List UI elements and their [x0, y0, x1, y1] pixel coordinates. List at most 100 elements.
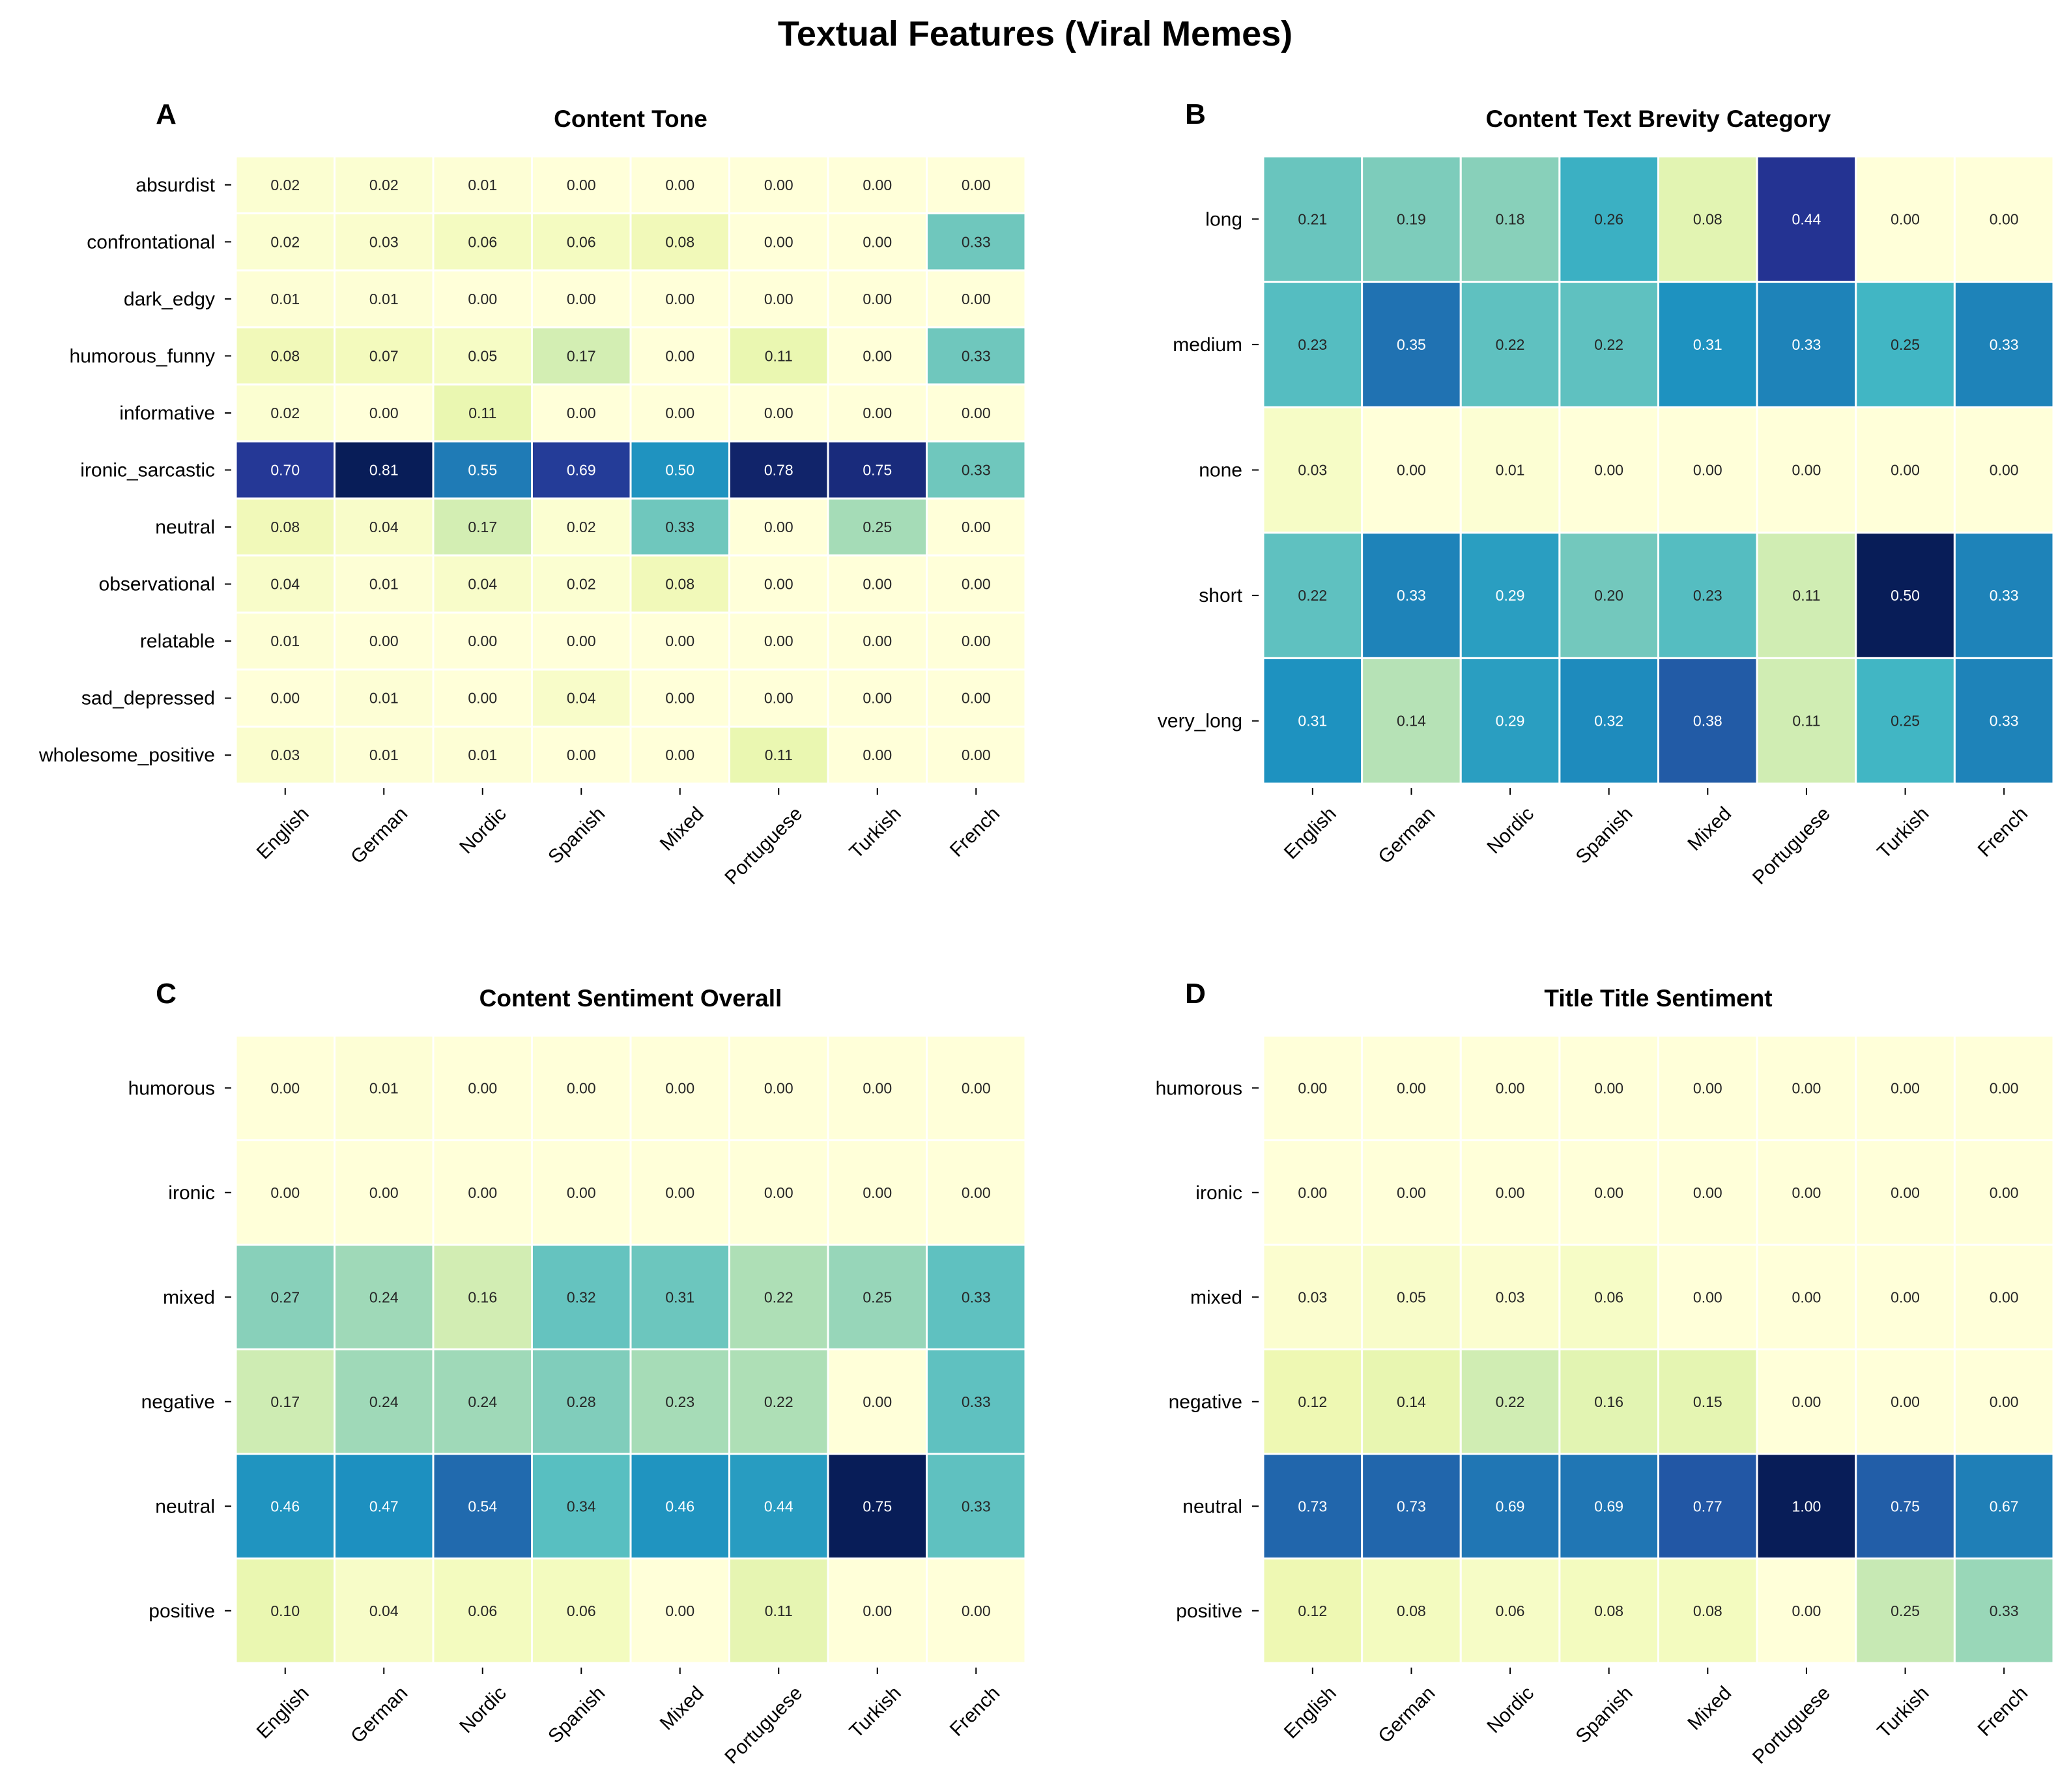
heatmap-cell [827, 1244, 928, 1350]
cell-value-label: 0.11 [765, 747, 793, 763]
row-tick-label: mixed [163, 1287, 215, 1308]
heatmap-cell [334, 1557, 435, 1664]
heatmap-cell [728, 1244, 829, 1350]
cell-value-label: 0.00 [665, 1184, 694, 1201]
row-tick-label: humorous [1156, 1077, 1242, 1099]
heatmap-cell [728, 155, 829, 215]
heatmap-cell [1459, 1557, 1561, 1664]
cell-value-label: 0.22 [1496, 1393, 1525, 1410]
heatmap-cell [926, 155, 1027, 215]
heatmap-cell [1756, 1348, 1857, 1455]
cell-value-label: 0.00 [665, 633, 694, 649]
column-tick-label: Nordic [455, 803, 511, 859]
cell-value-label: 0.06 [468, 1602, 497, 1619]
cell-value-label: 0.04 [369, 519, 399, 535]
cell-value-label: 0.14 [1397, 713, 1426, 730]
cell-value-label: 0.00 [764, 690, 793, 707]
cell-value-label: 0.38 [1693, 713, 1722, 730]
row-tick-label: observational [99, 574, 215, 595]
cell-value-label: 0.33 [962, 347, 991, 364]
heatmap-cell [235, 1557, 336, 1664]
heatmap-cell [432, 326, 533, 386]
cell-value-label: 0.00 [764, 291, 793, 307]
row-tick-label: mixed [1190, 1287, 1242, 1308]
cell-value-label: 0.00 [863, 633, 892, 649]
cell-value-label: 0.00 [665, 291, 694, 307]
row-tick-label: ironic [168, 1182, 215, 1204]
cell-value-label: 0.46 [665, 1498, 694, 1515]
cell-value-label: 0.33 [962, 1498, 991, 1515]
heatmap-cell [1361, 155, 1462, 283]
column-tick-label: French [946, 803, 1004, 861]
cell-value-label: 0.24 [369, 1288, 399, 1305]
cell-value-label: 0.03 [1298, 462, 1327, 479]
heatmap-cell [629, 668, 730, 728]
cell-value-label: 0.23 [1693, 587, 1722, 604]
heatmap-cell [728, 269, 829, 329]
cell-value-label: 0.00 [962, 1184, 991, 1201]
cell-value-label: 0.08 [1594, 1602, 1623, 1619]
heatmap-cell [926, 1348, 1027, 1455]
heatmap-cell [1953, 1139, 2055, 1246]
heatmap-cell [1657, 155, 1758, 283]
heatmap-cell [827, 326, 928, 386]
cell-value-label: 0.15 [1693, 1393, 1722, 1410]
cell-value-label: 0.00 [1693, 462, 1722, 479]
heatmap-cell [235, 1034, 336, 1141]
cell-value-label: 0.69 [567, 462, 596, 479]
cell-value-label: 0.32 [567, 1288, 596, 1305]
cell-value-label: 0.69 [1496, 1498, 1525, 1515]
column-tick-label: Spanish [544, 803, 609, 868]
cell-value-label: 0.33 [1990, 587, 2019, 604]
heatmap-cell [728, 497, 829, 557]
heatmap-cell [1855, 1244, 1956, 1350]
cell-value-label: 0.00 [863, 177, 892, 193]
cell-value-label: 0.25 [863, 519, 892, 535]
cell-value-label: 0.54 [468, 1498, 497, 1515]
heatmap-cell [629, 611, 730, 671]
cell-value-label: 0.29 [1496, 713, 1525, 730]
cell-value-label: 0.77 [1693, 1498, 1722, 1515]
cell-value-label: 0.22 [1594, 336, 1623, 353]
heatmap-cell [1855, 1557, 1956, 1664]
cell-value-label: 0.03 [1298, 1288, 1327, 1305]
cell-value-label: 0.00 [764, 576, 793, 593]
heatmap-cell [334, 440, 435, 500]
cell-value-label: 0.00 [764, 633, 793, 649]
heatmap-cell [629, 1348, 730, 1455]
cell-value-label: 0.00 [863, 291, 892, 307]
cell-value-label: 0.44 [764, 1498, 793, 1515]
row-tick-label: relatable [140, 631, 215, 652]
cell-value-label: 0.33 [1397, 587, 1426, 604]
cell-value-label: 0.00 [270, 1184, 300, 1201]
cell-value-label: 0.00 [863, 576, 892, 593]
cell-value-label: 0.04 [369, 1602, 399, 1619]
cell-value-label: 0.00 [863, 1393, 892, 1410]
heatmap-cell [1558, 1557, 1659, 1664]
column-tick-label: Turkish [846, 1683, 906, 1742]
column-tick-label: Portuguese [1749, 1683, 1835, 1769]
column-tick-label: Mixed [1683, 803, 1735, 855]
heatmap-cell [629, 269, 730, 329]
row-tick-label: medium [1173, 334, 1242, 356]
cell-value-label: 0.00 [764, 405, 793, 421]
heatmap-cell [432, 1348, 533, 1455]
heatmap-cell [531, 1244, 632, 1350]
heatmap-cell [432, 1453, 533, 1559]
heatmap-cell [827, 269, 928, 329]
cell-value-label: 0.26 [1594, 210, 1623, 227]
cell-value-label: 0.17 [270, 1393, 300, 1410]
cell-value-label: 0.29 [1496, 587, 1525, 604]
heatmap-cell [531, 1139, 632, 1246]
column-tick-label: German [347, 1683, 412, 1748]
cell-value-label: 0.32 [1594, 713, 1623, 730]
heatmap-cell [432, 497, 533, 557]
cell-value-label: 0.11 [468, 405, 496, 421]
heatmap-cell [1657, 657, 1758, 785]
heatmap-cell [1361, 1348, 1462, 1455]
heatmap-cell [531, 1034, 632, 1141]
cell-value-label: 0.00 [1792, 1079, 1821, 1096]
panel-label: A [156, 98, 177, 130]
heatmap-cell [334, 725, 435, 785]
